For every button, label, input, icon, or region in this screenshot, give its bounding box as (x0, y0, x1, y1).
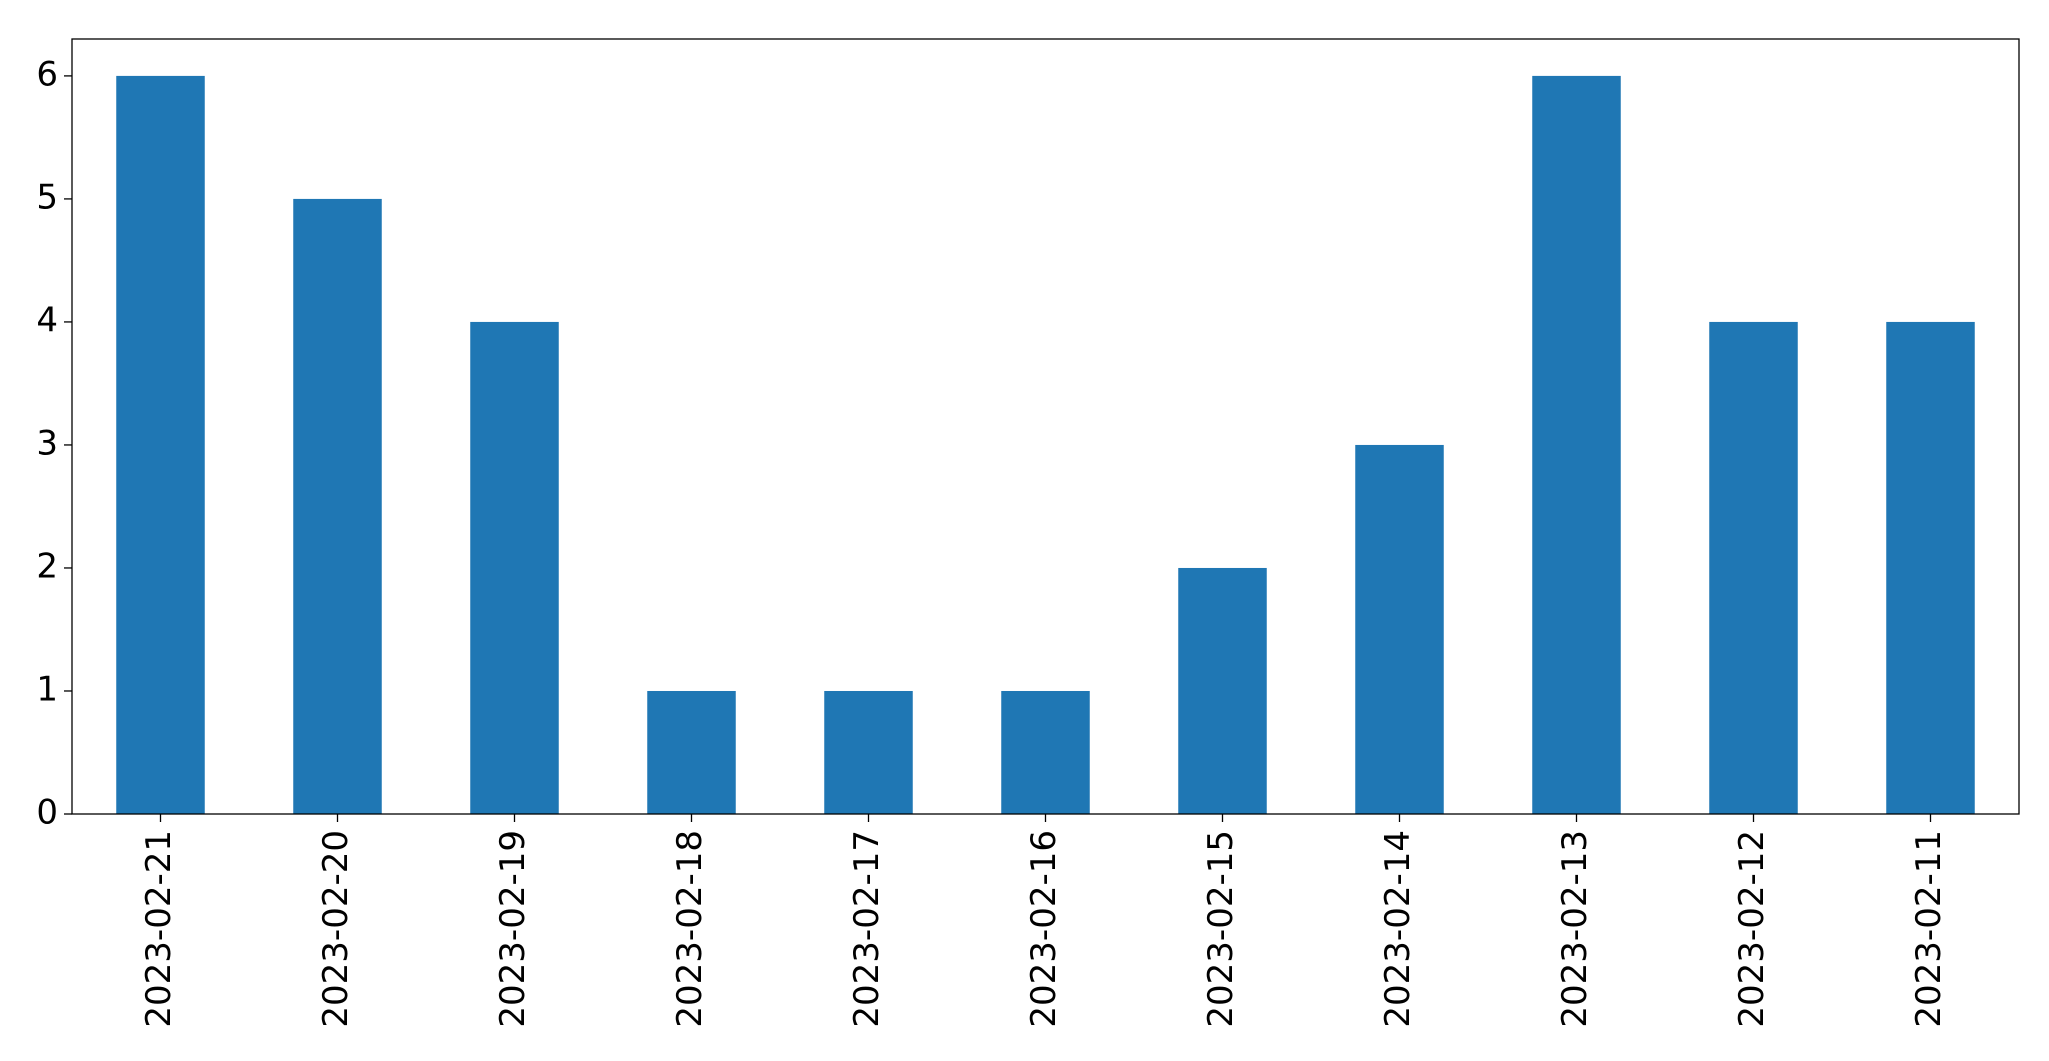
y-tick-label: 4 (36, 300, 58, 340)
y-tick-label: 0 (36, 793, 58, 833)
y-tick-label: 1 (36, 669, 58, 709)
bar (1532, 75, 1621, 814)
bar (1886, 321, 1975, 814)
y-tick-label: 3 (36, 423, 58, 463)
x-tick-label: 2023-02-12 (1732, 830, 1772, 1028)
y-tick-label: 2 (36, 546, 58, 586)
bar (824, 690, 913, 814)
x-tick-label: 2023-02-13 (1555, 830, 1595, 1028)
plot-frame (71, 38, 2020, 815)
x-tick-label: 2023-02-16 (1024, 830, 1064, 1028)
bar (116, 75, 205, 814)
bar (1709, 321, 1798, 814)
x-tick-label: 2023-02-20 (316, 830, 356, 1028)
bar (470, 321, 559, 814)
x-tick-label: 2023-02-18 (670, 830, 710, 1028)
bar (1001, 690, 1090, 814)
x-tick-label: 2023-02-21 (139, 830, 179, 1028)
bar (293, 198, 382, 814)
x-tick-label: 2023-02-15 (1201, 830, 1241, 1028)
bar (1178, 567, 1267, 814)
x-tick-label: 2023-02-19 (493, 830, 533, 1028)
bar (647, 690, 736, 814)
y-tick-label: 5 (36, 177, 58, 217)
x-tick-label: 2023-02-17 (847, 830, 887, 1028)
bar (1355, 444, 1444, 814)
x-tick-label: 2023-02-11 (1909, 830, 1949, 1028)
y-tick-label: 6 (36, 54, 58, 94)
x-tick-label: 2023-02-14 (1378, 830, 1418, 1028)
